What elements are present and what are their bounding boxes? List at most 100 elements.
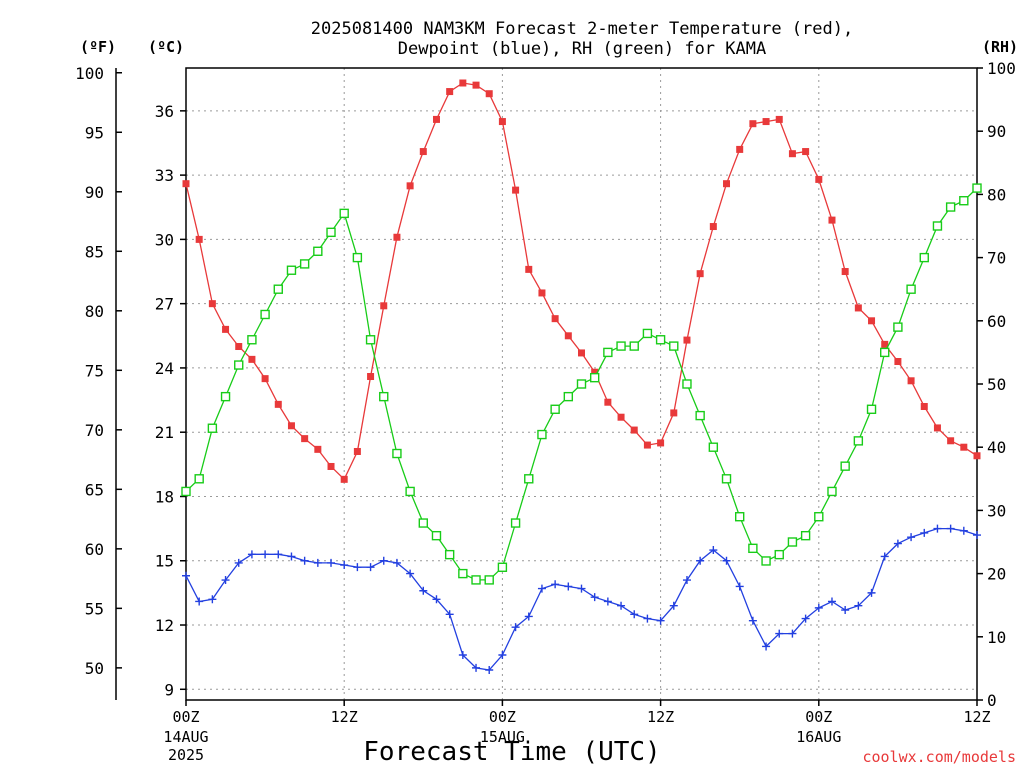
rh-tick-label: 30 [987,501,1006,520]
data-point-dewpoint-blue [182,571,190,580]
data-point-temperature-red [604,398,612,406]
data-point-rh-green [537,429,547,440]
data-point-dewpoint-blue [485,666,494,675]
data-point-temperature-red [868,317,876,325]
data-point-dewpoint-blue [551,580,560,589]
data-point-rh-green [405,486,415,497]
data-point-temperature-red [538,289,546,297]
data-point-rh-green [392,448,402,459]
data-point-rh-green [194,474,204,484]
data-point-dewpoint-blue [696,556,705,565]
data-point-dewpoint-blue [788,629,797,638]
data-point-rh-green [339,208,349,219]
fahrenheit-unit-label: (ºF) [80,38,116,56]
data-point-rh-green [800,530,811,541]
celsius-tick-label: 36 [155,102,174,121]
data-point-rh-green [959,196,969,206]
x-tick-label: 12Z [963,708,990,726]
data-point-dewpoint-blue [379,556,388,565]
data-point-rh-green [840,461,850,471]
data-point-dewpoint-blue [814,603,823,612]
data-point-rh-green [655,335,666,345]
chart-title-line2: Dewpoint (blue), RH (green) for KAMA [398,39,766,59]
data-point-temperature-red [973,452,981,460]
data-point-temperature-red [841,268,849,276]
data-point-dewpoint-blue [827,597,836,606]
data-point-dewpoint-blue [775,629,784,638]
data-point-dewpoint-blue [735,582,744,591]
data-series [181,79,982,675]
data-point-temperature-red [617,413,625,421]
data-point-temperature-red [564,332,572,340]
data-point-dewpoint-blue [907,533,916,542]
celsius-tick-label: 27 [155,295,174,314]
data-point-rh-green [603,347,613,358]
data-point-rh-green [906,284,916,294]
fahrenheit-tick-label: 95 [85,123,104,142]
data-point-rh-green [972,183,982,193]
data-point-rh-green [735,512,745,522]
data-point-dewpoint-blue [564,582,573,591]
data-point-temperature-red [261,375,269,383]
data-point-temperature-red [894,358,902,366]
data-point-dewpoint-blue [261,550,270,559]
data-point-rh-green [550,404,560,414]
data-point-rh-green [682,379,692,389]
data-point-rh-green [787,537,798,547]
data-point-temperature-red [459,79,467,87]
celsius-unit-label: (ºC) [148,38,184,56]
data-point-dewpoint-blue [366,563,375,572]
data-point-temperature-red [591,368,599,376]
series-temperature-red [182,79,981,483]
data-point-temperature-red [222,325,230,333]
fahrenheit-tick-label: 70 [85,421,104,440]
data-point-dewpoint-blue [287,552,296,561]
x-tick-date-label: 14AUG [163,728,208,746]
data-point-dewpoint-blue [340,561,349,570]
series-line-temperature-red [185,82,978,481]
data-point-temperature-red [815,175,823,183]
x-tick-label: 12Z [331,708,358,726]
data-point-dewpoint-blue [577,584,586,593]
data-point-temperature-red [393,233,401,241]
credit-text: coolwx.com/models [862,748,1016,766]
data-point-rh-green [880,347,890,358]
data-point-temperature-red [670,409,678,417]
data-point-dewpoint-blue [590,593,599,602]
data-point-rh-green [484,575,494,585]
celsius-tick-label: 21 [155,423,174,442]
data-point-temperature-red [485,90,493,98]
data-point-rh-green [273,284,283,294]
rh-tick-label: 100 [987,59,1016,78]
data-point-dewpoint-blue [801,614,810,623]
data-point-dewpoint-blue [643,614,652,623]
data-point-rh-green [761,556,771,566]
rh-tick-label: 0 [987,691,997,710]
data-point-rh-green [629,341,639,351]
data-point-rh-green [286,265,297,275]
data-point-dewpoint-blue [854,601,863,610]
rh-tick-label: 60 [987,312,1006,331]
rh-unit-label: (RH) [982,38,1018,56]
data-point-dewpoint-blue [524,612,533,621]
data-point-rh-green [365,335,376,345]
data-point-temperature-red [947,437,955,445]
data-point-rh-green [260,309,270,320]
data-point-rh-green [814,512,824,522]
celsius-tick-label: 24 [155,359,174,378]
x-tick-label: 00Z [489,708,516,726]
data-point-dewpoint-blue [327,558,336,567]
data-point-dewpoint-blue [392,558,401,567]
fahrenheit-tick-label: 65 [85,480,104,499]
data-point-dewpoint-blue [537,584,546,593]
data-point-rh-green [299,259,310,269]
data-point-rh-green [444,549,455,560]
data-point-dewpoint-blue [458,651,467,660]
series-line-dewpoint-blue [185,527,978,671]
data-point-rh-green [708,442,719,452]
data-point-temperature-red [419,148,427,156]
chart-title-line1: 2025081400 NAM3KM Forecast 2-meter Tempe… [311,19,853,39]
data-point-temperature-red [881,340,889,348]
fahrenheit-tick-label: 85 [85,242,104,261]
